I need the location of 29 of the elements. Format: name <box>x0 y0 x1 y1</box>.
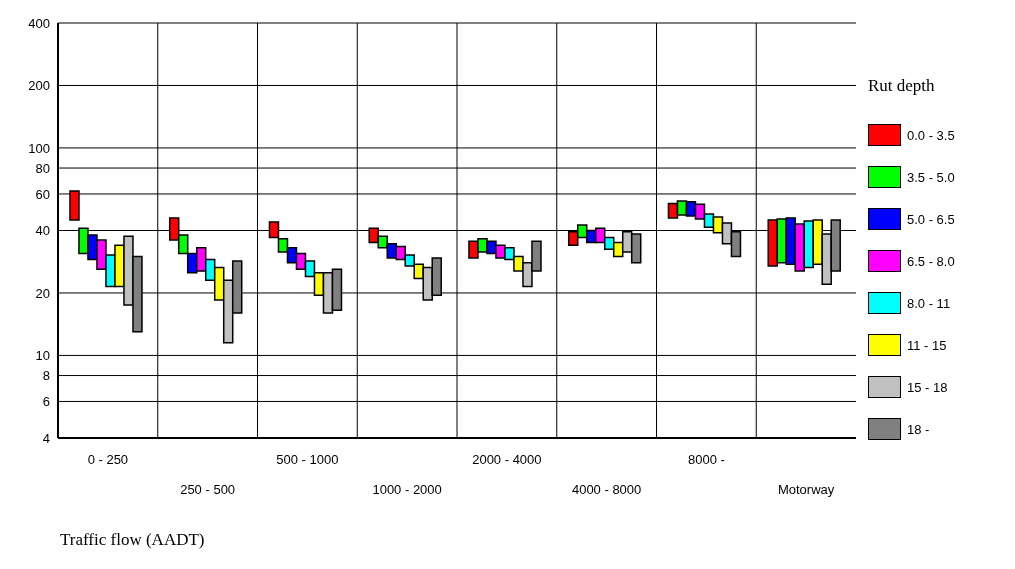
x-tick-label: 8000 - <box>687 452 725 467</box>
legend-label: 8.0 - 11 <box>907 295 951 311</box>
x-tick-label: 0 - 250 <box>87 452 129 467</box>
x-tick-label: 2000 - 4000 <box>472 452 542 467</box>
legend-label: 0.0 - 3.5 <box>907 127 955 143</box>
y-tick-label: 20 <box>35 285 50 301</box>
x-tick-label: Motorway <box>777 482 835 497</box>
y-tick-label: 10 <box>35 348 50 364</box>
x-tick-label: 1000 - 2000 <box>372 482 442 497</box>
y-tick-label: 8 <box>42 368 50 384</box>
y-tick-label: 6 <box>42 394 50 410</box>
legend-label: 15 - 18 <box>907 379 948 395</box>
y-tick-label: 4 <box>42 430 50 446</box>
y-tick-label: 400 <box>28 15 50 31</box>
legend-title: Rut depth <box>868 76 936 96</box>
y-tick-label: 200 <box>28 78 50 94</box>
x-tick-label: 4000 - 8000 <box>571 482 642 497</box>
legend-label: 5.0 - 6.5 <box>907 211 955 227</box>
y-tick-label: 60 <box>35 186 50 202</box>
legend-label: 18 - <box>907 421 930 437</box>
y-tick-label: 80 <box>35 160 50 176</box>
x-tick-label: 250 - 500 <box>180 482 236 497</box>
x-tick-label: 500 - 1000 <box>276 452 339 467</box>
legend-label: 6.5 - 8.0 <box>907 253 955 269</box>
y-tick-label: 40 <box>35 223 50 239</box>
x-axis-title: Traffic flow (AADT) <box>60 530 205 550</box>
y-tick-label: 100 <box>28 140 50 156</box>
legend-label: 11 - 15 <box>907 337 947 353</box>
legend-label: 3.5 - 5.0 <box>907 169 955 185</box>
